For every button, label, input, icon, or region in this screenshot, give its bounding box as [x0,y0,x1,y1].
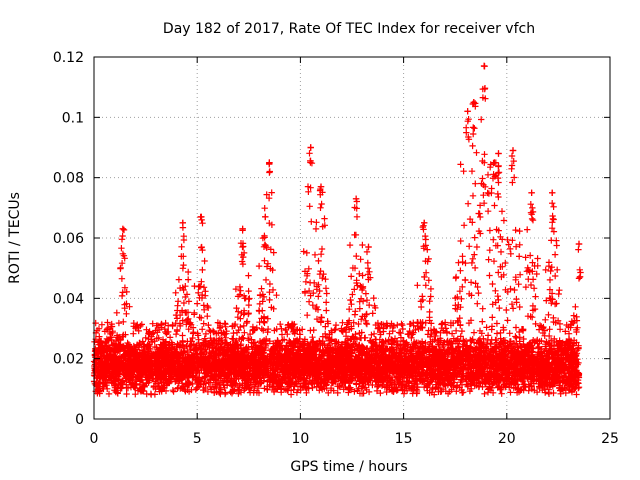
y-tick-label: 0.1 [62,110,84,126]
x-tick-label: 25 [601,431,619,447]
scatter-point-cloud [90,62,584,398]
axis-ticks [93,56,611,420]
x-tick-label: 20 [498,431,516,447]
peak-point [575,240,583,248]
y-tick-label: 0.02 [53,352,84,368]
peak-point [491,159,498,166]
y-axis-label: ROTI / TECUs [7,192,23,284]
peak-point [119,225,127,233]
data-points [90,62,584,398]
y-tick-label: 0.04 [53,291,84,307]
y-tick-label: 0.12 [53,50,84,66]
peak-point [470,99,477,106]
peak-point [317,183,325,190]
x-axis-label: GPS time / hours [290,459,407,475]
peak-point [480,62,488,70]
x-tick-labels: 0 5 10 15 20 25 [90,431,619,447]
x-tick-label: 15 [395,431,413,447]
peak-point [464,108,471,115]
peak-point [549,189,556,196]
y-tick-labels: 0 0.02 0.04 0.06 0.08 0.1 0.12 [53,50,84,428]
x-tick-label: 5 [193,431,202,447]
peak-point [528,189,535,196]
peak-point [239,225,246,233]
y-tick-label: 0.06 [53,231,84,247]
y-tick-label: 0 [75,412,84,428]
peak-point [307,144,314,151]
peak-point [495,150,502,157]
peak-point [509,147,517,154]
chart-title: Day 182 of 2017, Rate Of TEC Index for r… [163,21,535,37]
x-tick-label: 0 [90,431,99,447]
peak-point [262,213,269,221]
grid-lines [94,57,610,419]
peak-point [266,159,273,166]
peak-point [365,243,372,251]
peak-point [179,219,186,227]
y-tick-label: 0.08 [53,171,84,187]
peak-point [421,219,428,227]
peak-point [198,213,205,221]
peak-point [352,195,360,202]
x-tick-label: 10 [291,431,309,447]
